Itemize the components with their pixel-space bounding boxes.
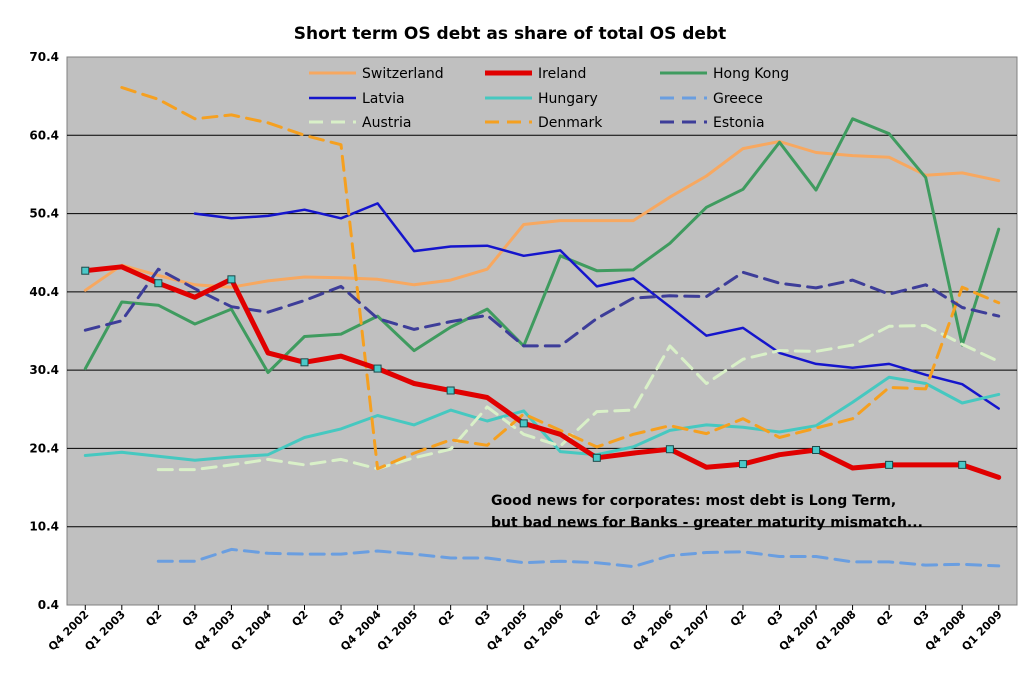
legend-label: Latvia bbox=[362, 91, 405, 107]
chart-title: Short term OS debt as share of total OS … bbox=[294, 24, 726, 44]
series-line bbox=[83, 117, 1001, 374]
series-austria bbox=[156, 324, 1001, 472]
data-marker bbox=[665, 445, 674, 454]
series-ireland bbox=[81, 264, 1002, 480]
series-greece bbox=[156, 547, 1001, 569]
series-estonia bbox=[83, 267, 1001, 348]
series-line bbox=[83, 267, 1001, 348]
annotation-line-1: Good news for corporates: most debt is L… bbox=[491, 493, 896, 509]
legend-label: Greece bbox=[713, 91, 763, 107]
data-marker bbox=[446, 386, 455, 395]
series-lines bbox=[81, 86, 1002, 569]
data-marker bbox=[738, 460, 747, 469]
data-marker bbox=[958, 460, 967, 469]
legend: Switzerland Ireland Hong Kong Latvia Hungary… bbox=[309, 66, 789, 131]
legend-label: Switzerland bbox=[362, 66, 444, 82]
y-tick-label: 70.4 bbox=[29, 50, 59, 64]
data-marker bbox=[300, 358, 309, 367]
series-line bbox=[193, 202, 1000, 410]
y-tick-label: 30.4 bbox=[29, 363, 59, 377]
legend-label: Hong Kong bbox=[713, 66, 789, 82]
data-marker bbox=[592, 453, 601, 462]
data-marker bbox=[81, 266, 90, 275]
gridlines bbox=[67, 134, 1017, 528]
y-tick-label: 10.4 bbox=[29, 520, 59, 534]
legend-label: Hungary bbox=[538, 91, 598, 107]
y-tick-label: 40.4 bbox=[29, 285, 59, 299]
series-denmark bbox=[120, 86, 1001, 471]
y-tick-label: 0.4 bbox=[38, 598, 59, 612]
annotation-line-2: but bad news for Banks - greater maturit… bbox=[491, 515, 923, 531]
legend-label: Denmark bbox=[538, 115, 603, 131]
data-marker bbox=[885, 460, 894, 469]
series-line bbox=[82, 264, 1002, 480]
series-line bbox=[120, 86, 1001, 471]
legend-label: Estonia bbox=[713, 115, 765, 131]
series-line bbox=[156, 324, 1001, 472]
data-marker bbox=[154, 279, 163, 288]
y-tick-label: 60.4 bbox=[29, 128, 59, 142]
y-axis: 70.4 60.4 50.4 40.4 30.4 20.4 10.4 0.4 bbox=[29, 50, 59, 612]
series-latvia bbox=[193, 202, 1000, 410]
data-marker bbox=[227, 275, 236, 284]
legend-label: Ireland bbox=[538, 66, 586, 82]
series-hong-kong bbox=[83, 117, 1001, 374]
series-line bbox=[156, 547, 1001, 569]
legend-label: Austria bbox=[362, 115, 411, 131]
y-tick-label: 20.4 bbox=[29, 441, 59, 455]
plot-area bbox=[66, 56, 1018, 606]
data-marker bbox=[812, 445, 821, 454]
data-marker bbox=[519, 419, 528, 428]
y-tick-label: 50.4 bbox=[29, 207, 59, 221]
data-marker bbox=[373, 364, 382, 373]
